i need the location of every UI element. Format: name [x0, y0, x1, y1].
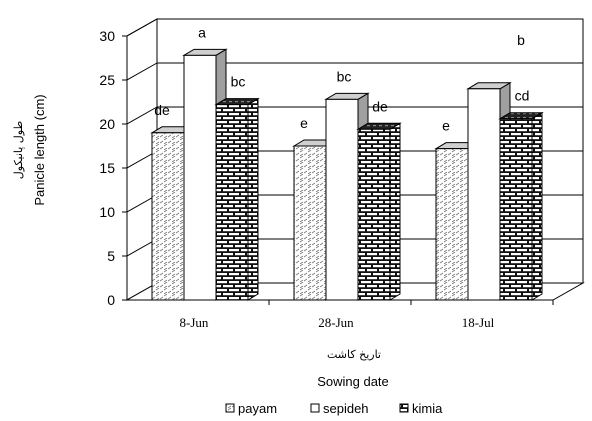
- x-axis-title-fa: تاریخ کاشت: [327, 348, 381, 361]
- x-tick-label: 8-Jun: [180, 315, 209, 330]
- gridline-side: [126, 106, 158, 125]
- bar-front: [215, 104, 249, 301]
- legend-label: payam: [238, 401, 277, 416]
- y-tick-label: 0: [107, 292, 115, 308]
- gridline-side: [126, 62, 158, 81]
- data-label: a: [198, 24, 206, 40]
- legend-label: sepideh: [323, 401, 369, 416]
- legend-item-sepideh: sepideh: [310, 401, 369, 416]
- bar-kimia-18-Jul: [498, 111, 544, 301]
- data-label: e: [442, 118, 450, 134]
- bar-kimia-8-Jun: [214, 97, 260, 301]
- bar-front: [293, 145, 327, 301]
- legend-item-payam: payam: [225, 401, 277, 416]
- data-label: b: [517, 32, 525, 48]
- y-axis-title: Panicle length (cm): [32, 94, 47, 205]
- bar-front: [499, 118, 533, 301]
- plot-area: 0 5 10 15 20 25 30 de a bc 8-Jun e bc de 28-Jun e b cd 18-…: [99, 18, 585, 330]
- bar-front: [467, 88, 501, 301]
- legend-label: kimia: [412, 401, 443, 416]
- y-axis-title-group: طول پانیکول Panicle length (cm): [12, 94, 47, 205]
- x-axis-title: Sowing date: [317, 374, 389, 389]
- bar-kimia-28-Jun: [356, 122, 402, 301]
- bar-side: [389, 122, 401, 301]
- x-tick-label: 18-Jul: [462, 315, 495, 330]
- x-tick-label: 28-Jun: [318, 315, 354, 330]
- y-tick-label: 10: [99, 204, 115, 220]
- bar-front: [435, 148, 469, 301]
- y-tick-label: 30: [99, 28, 115, 44]
- gridline-side: [126, 18, 158, 37]
- legend-swatch: [225, 403, 235, 413]
- legend-swatch: [399, 403, 409, 413]
- bar-front: [325, 98, 359, 301]
- y-tick-label: 15: [99, 160, 115, 176]
- y-tick-label: 25: [99, 72, 115, 88]
- y-tick-label: 5: [107, 248, 115, 264]
- data-label: bc: [231, 74, 246, 90]
- bar-front: [183, 54, 217, 301]
- legend-item-kimia: kimia: [399, 401, 443, 416]
- data-label: de: [372, 98, 388, 114]
- legend-swatch: [310, 403, 320, 413]
- y-tick-label: 20: [99, 116, 115, 132]
- bar-front: [357, 128, 391, 301]
- bar-front: [151, 132, 185, 301]
- data-label: e: [300, 115, 308, 131]
- data-label: de: [154, 102, 170, 118]
- legend: payam sepideh kimia: [225, 401, 443, 416]
- bar-side: [247, 97, 259, 301]
- data-label: cd: [515, 88, 530, 104]
- bar-side: [531, 111, 543, 301]
- data-label: bc: [337, 68, 352, 84]
- y-axis-title-fa: طول پانیکول: [12, 121, 25, 180]
